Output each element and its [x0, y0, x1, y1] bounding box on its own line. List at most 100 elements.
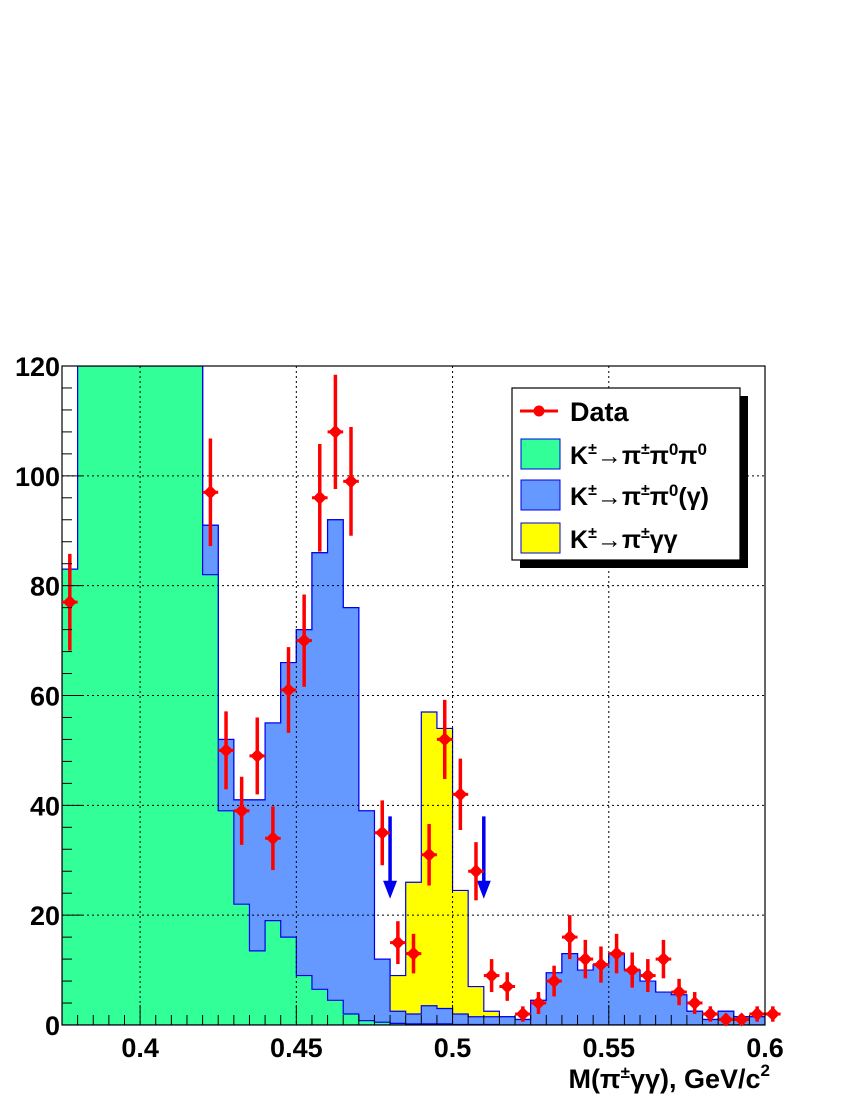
grid-lines: [62, 366, 765, 1025]
data-marker: [672, 985, 687, 1000]
data-point: [733, 1012, 750, 1027]
data-marker: [250, 748, 265, 763]
data-point: [530, 992, 547, 1015]
x-tick-label: 0.5: [434, 1033, 472, 1063]
x-axis-title-mid: γγ), GeV/c: [630, 1064, 761, 1094]
data-marker: [531, 996, 546, 1011]
data-point: [702, 1006, 719, 1022]
legend-label: K±→π±γγ: [570, 525, 678, 554]
legend-entry-data: Data: [520, 397, 630, 427]
data-point: [405, 933, 422, 974]
data-point: [343, 426, 359, 536]
data-marker: [593, 957, 608, 972]
data-point: [62, 553, 78, 651]
arrow-head: [476, 880, 491, 899]
data-point: [374, 800, 391, 866]
data-point: [561, 915, 578, 960]
legend-entry-kpigg: K±→π±γγ: [520, 522, 678, 554]
data-point: [233, 776, 250, 845]
axis-ticks: [61, 365, 766, 1026]
x-tick-label: 0.45: [270, 1033, 323, 1063]
x-axis-title-main: M(π: [568, 1064, 620, 1094]
data-point: [515, 1006, 531, 1022]
arrow-head: [383, 880, 398, 899]
y-tick-label: 80: [30, 572, 60, 602]
data-point: [655, 939, 672, 979]
data-marker: [562, 930, 577, 945]
data-marker: [484, 968, 499, 983]
data-marker: [718, 1012, 733, 1027]
data-point: [249, 717, 266, 795]
data-marker: [703, 1007, 718, 1022]
data-marker: [437, 732, 452, 747]
data-marker: [406, 946, 421, 961]
x-tick-label: 0.4: [121, 1033, 159, 1063]
legend-entry-kpipi0: K±→π±π0(γ): [520, 479, 709, 511]
x-tick-labels: 0.4 0.45 0.5 0.55 0.6: [121, 1033, 783, 1063]
data-point: [202, 438, 219, 547]
y-tick-label: 0: [45, 1011, 60, 1041]
data-marker: [422, 847, 437, 862]
data-marker: [234, 803, 249, 818]
data-marker: [297, 633, 312, 648]
data-marker: [765, 1007, 780, 1022]
data-marker: [500, 979, 515, 994]
signal-window-arrows: [383, 816, 491, 899]
x-axis-title: M(π±γγ), GeV/c2: [568, 1061, 770, 1094]
data-point: [296, 594, 312, 687]
data-point: [421, 824, 437, 886]
y-tick-label: 60: [30, 682, 60, 712]
data-marker: [328, 424, 343, 439]
data-marker: [265, 831, 280, 846]
legend-label: K±→π±π0π0: [570, 440, 707, 470]
y-tick-label: 20: [30, 901, 60, 931]
data-marker: [468, 864, 483, 879]
data-point: [608, 933, 625, 974]
data-marker: [547, 974, 562, 989]
data-marker: [515, 1007, 530, 1022]
data-point: [265, 806, 281, 871]
data-point: [390, 921, 406, 965]
legend-data-marker: [533, 405, 545, 417]
legend-swatch: [520, 438, 561, 470]
data-point: [436, 699, 453, 779]
data-marker: [62, 595, 77, 610]
x-tick-label: 0.55: [582, 1033, 635, 1063]
data-points: [62, 374, 781, 1027]
data-marker: [578, 952, 593, 967]
x-tick-label: 0.6: [746, 1033, 784, 1063]
data-marker: [390, 935, 405, 950]
data-marker: [687, 996, 702, 1011]
data-point: [577, 939, 594, 979]
data-marker: [453, 787, 468, 802]
data-marker: [219, 743, 234, 758]
y-tick-labels: 0 20 40 60 80 100 120: [15, 352, 60, 1041]
data-marker: [656, 952, 671, 967]
y-tick-label: 100: [15, 462, 60, 492]
data-point: [546, 965, 562, 997]
data-point: [718, 1012, 734, 1027]
data-marker: [640, 968, 655, 983]
data-marker: [609, 946, 624, 961]
data-point: [749, 1006, 765, 1022]
data-marker: [344, 474, 359, 489]
legend-swatch: [520, 522, 561, 554]
data-point: [327, 374, 344, 490]
data-marker: [625, 963, 640, 978]
x-axis-title-sup2: 2: [761, 1061, 770, 1080]
data-point: [311, 443, 328, 552]
y-tick-label: 120: [15, 352, 60, 382]
data-point: [483, 959, 500, 993]
data-point: [452, 758, 469, 831]
data-point: [671, 978, 687, 1006]
data-point: [624, 952, 641, 988]
legend-label: Data: [570, 397, 630, 427]
legend-swatch: [520, 479, 561, 511]
data-point: [218, 711, 234, 790]
data-point: [765, 1006, 781, 1022]
legend-label: K±→π±π0(γ): [570, 481, 709, 511]
data-point: [686, 992, 703, 1015]
data-point: [640, 959, 656, 993]
